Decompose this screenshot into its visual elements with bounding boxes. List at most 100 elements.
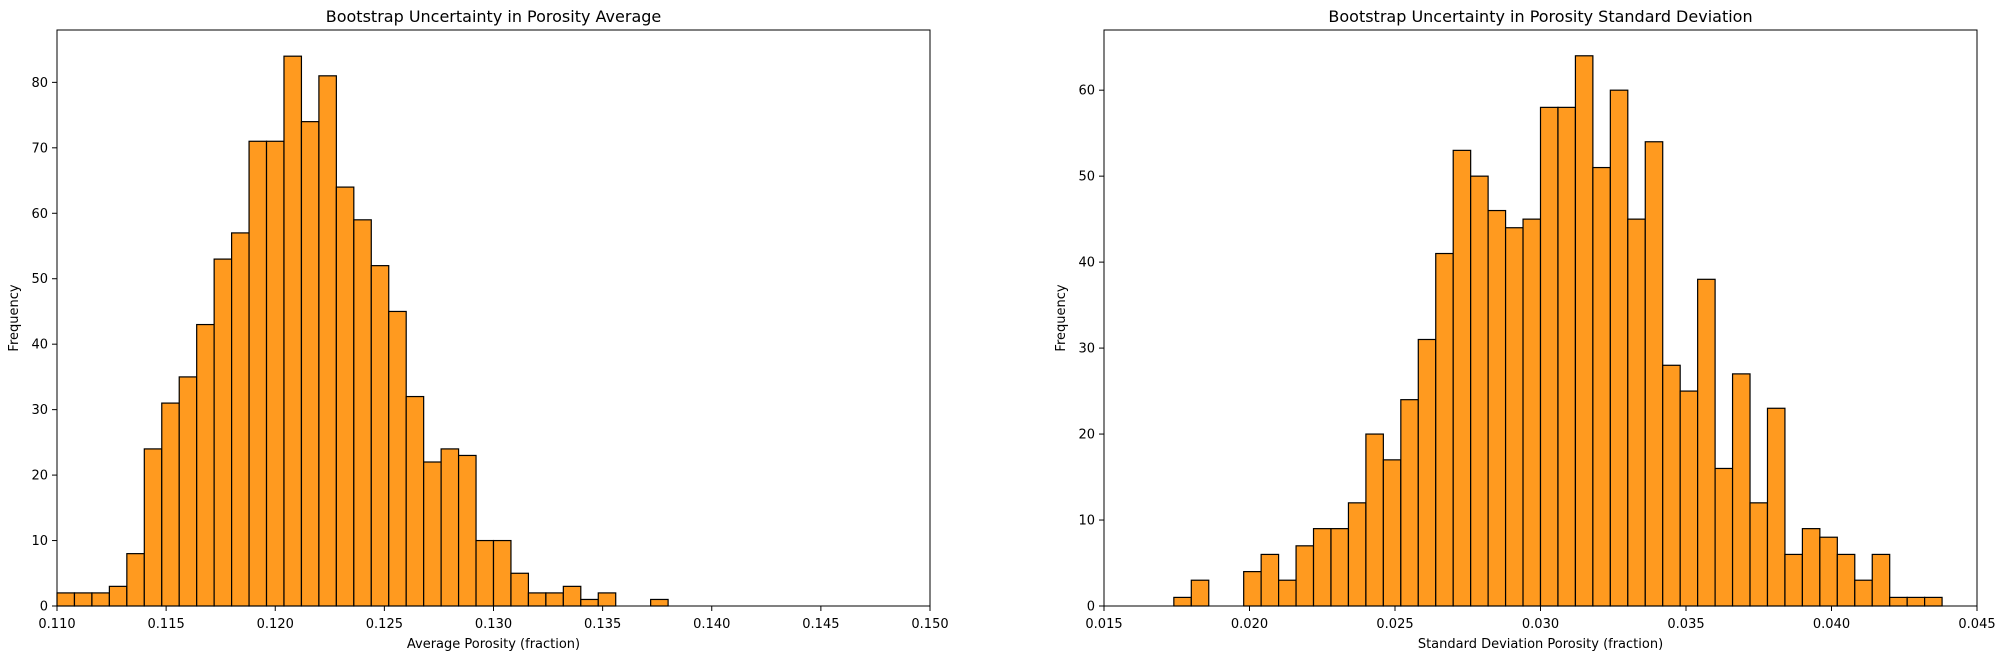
chart-title: Bootstrap Uncertainty in Porosity Averag… [326,7,662,26]
y-tick-label: 50 [31,272,48,287]
histogram-bar [1539,106,1559,607]
y-tick-label: 60 [1078,84,1095,99]
histogram-bar [1889,596,1908,607]
histogram-bar [475,539,495,607]
histogram-bar [1679,390,1699,607]
histogram-bar [283,55,303,607]
y-tick-label: 70 [31,141,48,156]
histogram-bar [1801,528,1821,607]
histogram-bar [1190,579,1210,607]
histogram-bar [1295,545,1315,607]
histogram-bar [1347,502,1367,607]
histogram-bar [231,232,250,607]
histogram-bar [1382,459,1402,607]
histogram-bar [1260,553,1280,607]
x-axis-label: Standard Deviation Porosity (fraction) [1418,637,1663,652]
histogram-bar [492,539,512,607]
histogram-bar [1504,227,1524,607]
histogram-bar [1854,579,1873,607]
x-tick-label: 0.045 [1958,617,1995,632]
histogram-bar [353,219,372,607]
x-tick-label: 0.115 [148,617,185,632]
y-tick-label: 10 [31,534,48,549]
histogram-bar [1277,579,1297,607]
histogram-bar [1243,571,1262,607]
y-tick-label: 0 [1087,600,1095,615]
histogram-bar [580,598,599,607]
histogram-bar [56,592,76,607]
histogram-bar [1714,467,1734,607]
histogram-bar [1924,596,1943,607]
histogram-bar [510,572,530,607]
histogram-bar [196,323,215,607]
histogram-bar [1871,553,1891,607]
histogram-bar [178,376,198,607]
histogram-bar [1906,596,1926,607]
histogram-bar [143,448,163,607]
histogram-bar [265,140,285,607]
histogram-bar [370,265,390,607]
histogram-bar [423,461,442,607]
histogram-bar [1784,553,1803,607]
histogram-bar [1592,166,1611,607]
x-axis-label: Average Porosity (fraction) [407,637,580,652]
histogram-bar [73,592,93,607]
y-tick-label: 30 [1078,342,1095,357]
histogram-porosity-average: 0.110 0.115 0.120 0.125 0.130 0.135 0.140 0.145… [7,7,949,652]
chart-title: Bootstrap Uncertainty in Porosity Standa… [1328,7,1752,26]
histogram-bar [335,186,355,607]
y-tick-label: 40 [1078,256,1095,271]
histogram-bar [650,598,669,607]
histogram-bar [405,395,425,607]
histogram-bar [300,121,320,607]
histogram-bar [1487,209,1507,607]
x-tick-label: 0.135 [584,617,621,632]
histogram-bar [440,448,460,607]
x-tick-label: 0.120 [257,617,294,632]
histogram-bar [1627,218,1646,607]
histogram-bar [161,402,180,607]
x-tick-label: 0.140 [693,617,730,632]
histogram-bar [1836,553,1856,607]
histogram-bar [126,553,145,607]
histogram-bar [318,75,337,607]
histogram-bar [1312,528,1332,607]
histogram-bar [108,585,128,607]
histogram-bar [1400,399,1419,607]
y-tick-label: 60 [31,207,48,222]
histogram-bar [597,592,617,607]
histogram-bar [1417,338,1437,607]
histogram-bar [1662,364,1681,607]
histogram-bar [1731,373,1751,607]
y-axis-label: Frequency [7,284,22,351]
histogram-bar [1330,528,1350,607]
histogram-bar [1557,106,1577,607]
y-tick-label: 50 [1078,170,1095,185]
histogram-bar [1365,433,1384,607]
histogram-bar [527,592,547,607]
histogram-bar [457,454,477,607]
histogram-bar [562,585,582,607]
y-tick-label: 0 [40,600,48,615]
histogram-bar [1435,252,1454,607]
x-tick-label: 0.130 [475,617,512,632]
histogram-bar [545,592,564,607]
x-tick-label: 0.125 [366,617,403,632]
y-tick-label: 30 [31,403,48,418]
x-tick-label: 0.145 [802,617,839,632]
y-tick-label: 10 [1078,514,1095,529]
y-tick-label: 40 [31,338,48,353]
y-tick-label: 80 [31,76,48,91]
histogram-bar [388,310,407,607]
y-tick-label: 20 [1078,428,1095,443]
y-tick-label: 20 [31,469,48,484]
histogram-bar [1173,596,1192,607]
x-tick-label: 0.110 [38,617,75,632]
x-tick-label: 0.020 [1231,617,1268,632]
histogram-porosity-std-dev: 0.015 0.020 0.025 0.030 0.035 0.040 0.045 0 10 20… [1054,7,1996,652]
histogram-bar [1766,407,1786,607]
x-tick-label: 0.025 [1376,617,1413,632]
histogram-bar [1749,502,1769,607]
histogram-bar [91,592,110,607]
